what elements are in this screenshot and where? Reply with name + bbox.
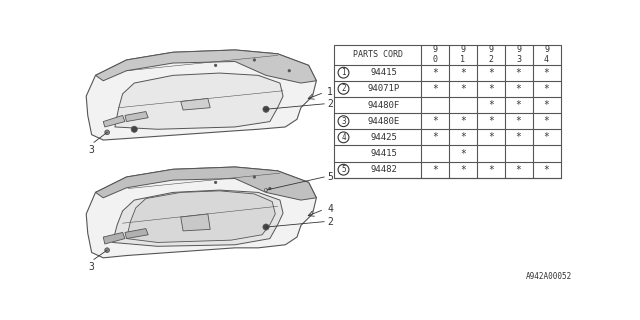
Circle shape [263,106,269,112]
Text: *: * [488,165,493,175]
Text: *: * [460,84,466,94]
Text: 94480F: 94480F [367,100,400,109]
Circle shape [338,84,349,94]
Polygon shape [127,191,275,243]
Text: 5: 5 [327,172,333,182]
Text: 2: 2 [327,217,333,227]
Text: *: * [432,165,438,175]
Text: *: * [543,165,550,175]
Text: *: * [432,116,438,126]
Text: 4: 4 [327,204,333,214]
Text: *: * [543,100,550,110]
Text: 2: 2 [341,84,346,93]
Circle shape [338,116,349,127]
Text: 94071P: 94071P [367,84,400,93]
Text: *: * [460,68,466,78]
Text: *: * [432,132,438,142]
Polygon shape [86,167,316,258]
Text: 3: 3 [89,145,95,155]
Text: 9
2: 9 2 [488,45,493,64]
Text: *: * [488,68,493,78]
Text: *: * [488,116,493,126]
Text: *: * [543,68,550,78]
Text: *: * [516,116,522,126]
Polygon shape [95,50,316,83]
Circle shape [105,130,109,135]
Text: *: * [516,68,522,78]
Text: *: * [460,132,466,142]
Text: 5: 5 [341,165,346,174]
Text: 9
0: 9 0 [433,45,438,64]
Text: 9
1: 9 1 [460,45,465,64]
Polygon shape [180,99,210,110]
Text: *: * [516,165,522,175]
Circle shape [269,188,271,190]
Circle shape [338,67,349,78]
Text: *: * [543,132,550,142]
Circle shape [264,188,268,192]
Polygon shape [86,50,316,140]
Text: 1: 1 [341,68,346,77]
Text: *: * [543,84,550,94]
Text: 9
4: 9 4 [544,45,549,64]
Text: PARTS CORD: PARTS CORD [353,50,403,59]
Text: 3: 3 [89,262,95,272]
Text: *: * [432,68,438,78]
Text: 3: 3 [341,117,346,126]
Circle shape [105,248,109,252]
Circle shape [288,69,291,72]
Circle shape [263,224,269,230]
Text: 94415: 94415 [371,68,397,77]
Bar [334,44,561,178]
Text: *: * [516,84,522,94]
Text: 1: 1 [327,87,333,97]
Circle shape [131,126,138,132]
Polygon shape [115,73,283,129]
Circle shape [338,164,349,175]
Text: *: * [543,116,550,126]
Text: 94425: 94425 [371,133,397,142]
Text: *: * [516,132,522,142]
Polygon shape [180,214,210,231]
Text: 9
3: 9 3 [516,45,521,64]
Text: 94415: 94415 [371,149,397,158]
Circle shape [214,181,217,184]
Polygon shape [113,190,283,246]
Text: *: * [488,100,493,110]
Text: 94482: 94482 [371,165,397,174]
Polygon shape [125,112,148,122]
Circle shape [214,64,217,67]
Text: 94480E: 94480E [367,117,400,126]
Polygon shape [95,167,316,200]
Circle shape [253,176,255,178]
Text: *: * [432,84,438,94]
Text: A942A00052: A942A00052 [526,272,572,281]
Text: 4: 4 [341,133,346,142]
Text: *: * [460,148,466,158]
Circle shape [253,59,255,61]
Circle shape [338,132,349,143]
Text: *: * [516,100,522,110]
Text: 2: 2 [327,99,333,109]
Text: *: * [488,84,493,94]
Text: *: * [460,116,466,126]
Polygon shape [103,116,125,127]
Polygon shape [125,228,148,239]
Text: *: * [488,132,493,142]
Text: *: * [460,165,466,175]
Polygon shape [103,232,125,244]
